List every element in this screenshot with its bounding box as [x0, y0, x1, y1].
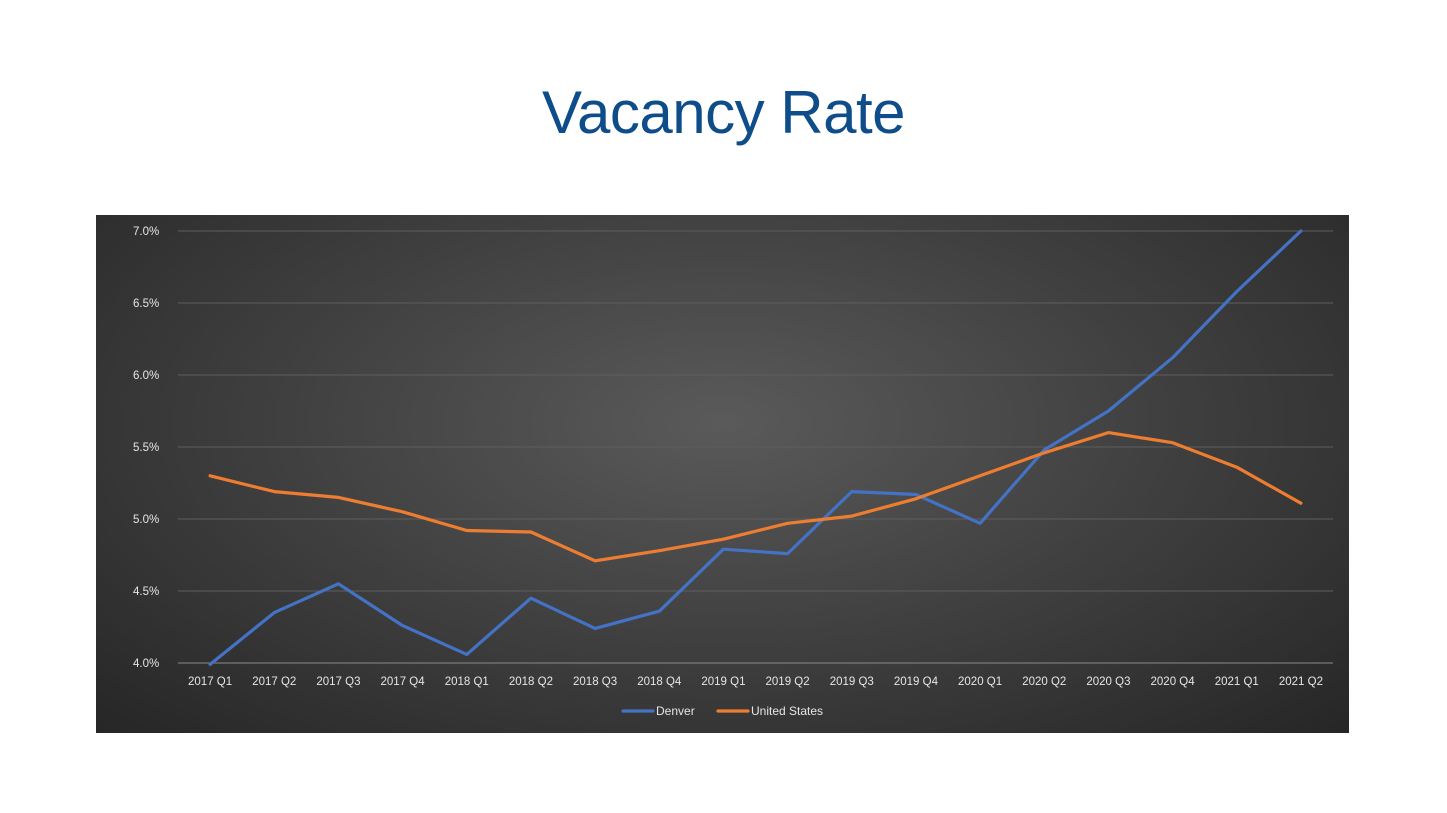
x-tick-label: 2020 Q3	[1086, 676, 1130, 688]
y-tick-label: 6.0%	[133, 370, 159, 382]
slide-title: Vacancy Rate	[541, 79, 906, 146]
x-tick-label: 2021 Q1	[1215, 676, 1259, 688]
x-tick-label: 2021 Q2	[1279, 676, 1323, 688]
x-tick-label: 2019 Q2	[766, 676, 810, 688]
x-tick-label: 2020 Q2	[1022, 676, 1066, 688]
x-tick-label: 2019 Q3	[830, 676, 874, 688]
legend-label: United States	[751, 704, 823, 718]
x-axis-tick-labels: 2017 Q1 2017 Q2 2017 Q3 2017 Q4 2018 Q1 2018 …	[188, 676, 1323, 688]
x-tick-label: 2018 Q2	[509, 676, 553, 688]
series-lines	[208, 229, 1303, 666]
x-tick-label: 2018 Q4	[637, 676, 682, 688]
x-tick-label: 2018 Q1	[445, 676, 489, 688]
x-tick-label: 2020 Q4	[1151, 676, 1196, 688]
y-tick-label: 5.5%	[133, 442, 159, 454]
chart-panel: 4.0% 4.5% 5.0% 5.5% 6.0% 6.5% 7.0% 2017 Q1 2017…	[96, 215, 1349, 733]
line-chart: 4.0%4.5%5.0%5.5%6.0%6.5%7.0% 2017 Q1 2017…	[133, 226, 1333, 718]
y-tick-label: 4.5%	[133, 586, 159, 598]
series-line-united-states	[208, 431, 1303, 563]
x-tick-label: 2020 Q1	[958, 676, 1002, 688]
series-line-denver	[208, 229, 1303, 666]
x-tick-label: 2019 Q1	[701, 676, 745, 688]
y-tick-label: 6.5%	[133, 298, 159, 310]
y-tick-label: 5.0%	[133, 514, 159, 526]
x-tick-label: 2019 Q4	[894, 676, 939, 688]
x-tick-label: 2017 Q1	[188, 676, 232, 688]
x-tick-label: 2017 Q4	[381, 676, 426, 688]
legend-label: Denver	[656, 704, 695, 718]
legend: Denver United States	[621, 704, 823, 718]
y-axis-tick-labels: 4.0% 4.5% 5.0% 5.5% 6.0% 6.5% 7.0%	[133, 226, 159, 670]
x-tick-label: 2018 Q3	[573, 676, 617, 688]
x-tick-label: 2017 Q3	[316, 676, 360, 688]
y-tick-label: 7.0%	[133, 226, 159, 238]
y-tick-label: 4.0%	[133, 658, 159, 670]
x-tick-label: 2017 Q2	[252, 676, 296, 688]
gridlines	[178, 230, 1333, 664]
